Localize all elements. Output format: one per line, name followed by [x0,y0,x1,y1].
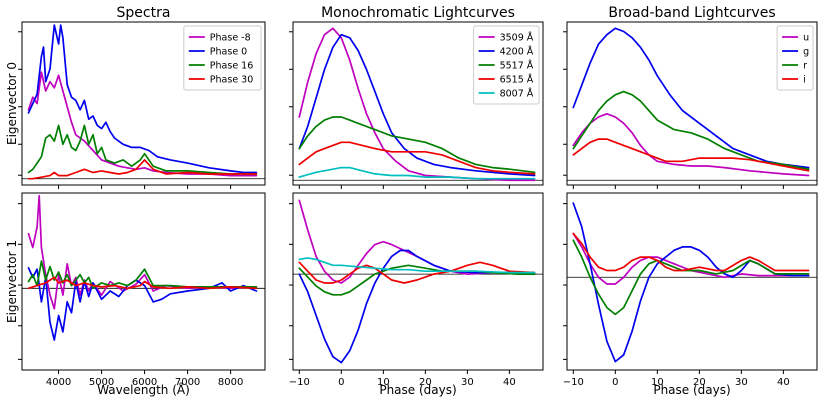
legend-label: u [803,33,809,44]
series-phase-0 [27,24,258,174]
legend-label: 4200 Å [500,46,534,58]
axes-frame [21,21,266,186]
x-tick-label: 10 [651,377,664,388]
series-r [572,239,810,316]
series-g [572,27,810,169]
series-phase-16 [27,124,258,175]
x-tick-label: 40 [777,377,790,388]
axes-frame [292,192,544,371]
panel-title: Broad-band Lightcurves [608,5,775,21]
x-tick-label: 7000 [175,377,200,388]
series-i [572,232,810,272]
legend-label: Phase 30 [210,75,253,86]
x-tick-label: 0 [612,377,618,388]
legend-label: i [803,75,806,86]
series-5517- [298,116,536,174]
legend-label: 3509 Å [500,32,534,44]
series-4200- [298,33,536,177]
axes-frame [566,192,818,371]
x-tick-label: 0 [338,377,344,388]
axes-frame [21,192,266,371]
y-axis-label: Eigenvector 1 [5,240,19,323]
x-tick-label: 30 [735,377,748,388]
x-tick-label: 30 [461,377,474,388]
legend: Phase -8 Phase 0 Phase 16 Phase 30 [183,25,262,91]
x-tick-label: 20 [693,377,706,388]
series-i [572,138,810,172]
mono-eig1-panel: −10 0 10 20 30 40 Phase (days) [289,192,544,397]
legend-label: 8007 Å [500,88,534,100]
series-r [572,90,810,171]
series-phase-16 [27,260,258,290]
legend-label: r [803,61,807,72]
legend-label: 6515 Å [500,74,534,86]
legend-box [473,25,540,105]
x-tick-label: 40 [503,377,516,388]
series-g [572,202,810,363]
x-axis-label: Phase (days) [379,383,456,397]
band-eig1-panel: −10 0 10 20 30 40 Phase (days) [563,192,818,397]
series-8007- [298,166,536,180]
x-tick-label: 20 [419,377,432,388]
legend-label: 5517 Å [500,60,534,72]
panel-title: Monochromatic Lightcurves [321,5,515,21]
series-phase-30 [27,276,258,290]
x-tick-label: 6000 [132,377,157,388]
series-4200- [298,249,536,364]
series-6515- [298,261,536,284]
x-axis-label: Wavelength (Å) [97,382,190,397]
legend-box [183,25,262,91]
x-axis-label: Phase (days) [653,383,730,397]
series-u [572,232,810,285]
series-8007- [298,257,536,274]
series-u [572,112,810,177]
series-6515- [298,141,536,175]
series-3509- [298,199,536,284]
series-phase-8 [27,194,258,310]
legend-label: Phase 0 [210,47,247,58]
mono-eig0-panel: Monochromatic Lightcurves 3509 Å 4200 Å 551… [289,5,544,189]
spectra-eig1-panel: 4000 5000 6000 7000 8000 Wavelength (Å) Eigenv… [5,192,266,397]
legend: 3509 Å 4200 Å 5517 Å 6515 Å 8007 Å [473,25,540,105]
legend-box [776,25,814,91]
x-tick-label: −10 [289,377,310,388]
x-tick-label: 4000 [46,377,71,388]
legend-label: g [803,47,809,58]
legend-label: Phase -8 [210,33,251,44]
series-phase-0 [27,267,258,341]
series-phase-30 [27,159,258,180]
x-tick-label: 8000 [218,377,243,388]
panel-title: Spectra [117,5,171,21]
axes-frame [566,21,818,186]
y-axis-label: Eigenvector 0 [5,62,19,145]
legend-label: Phase 16 [210,61,253,72]
x-tick-label: −10 [563,377,584,388]
x-tick-label: 5000 [89,377,114,388]
axes-frame [292,21,544,186]
x-tick-label: 10 [377,377,390,388]
